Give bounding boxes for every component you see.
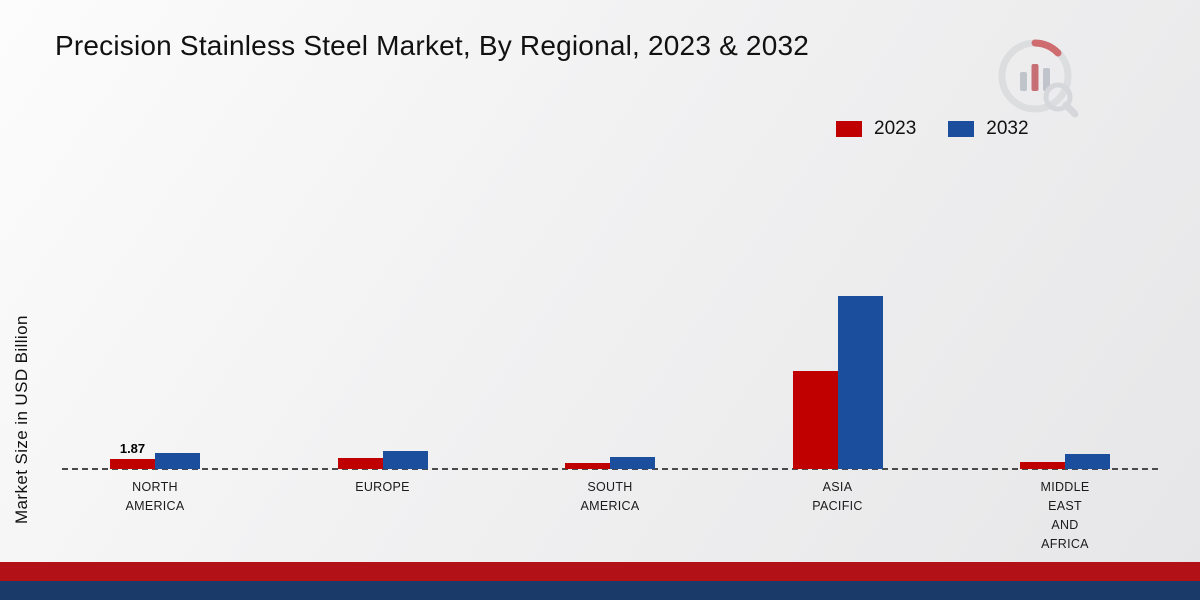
- zero-baseline: [62, 468, 1158, 470]
- bar-2032-north-america: [155, 453, 200, 469]
- bar-2032-asia-pacific: [837, 296, 883, 469]
- legend-label-2023: 2023: [874, 118, 917, 139]
- legend-item-2023: 2023: [836, 118, 916, 140]
- brand-logo: [994, 33, 1082, 126]
- bar-2023-south-america: [565, 463, 610, 469]
- bar-value-label: 1.87: [119, 441, 146, 456]
- category-label: SOUTH AMERICA: [580, 480, 640, 513]
- bar-2032-europe: [382, 451, 428, 469]
- chart-title: Precision Stainless Steel Market, By Reg…: [55, 30, 810, 61]
- bar-2032-middle-east-and-africa: [1065, 454, 1110, 469]
- legend-swatch-2032: [948, 121, 975, 137]
- category-label: MIDDLE EAST AND AFRICA: [1040, 480, 1090, 551]
- bar-2023-middle-east-and-africa: [1020, 462, 1065, 469]
- bar-group-north-america: 1.87 NORTH AMERICA: [110, 441, 200, 513]
- bar-group-asia-pacific: ASIA PACIFIC: [792, 296, 883, 513]
- bar-2023-north-america: [110, 459, 155, 469]
- bar-2023-asia-pacific: [792, 371, 838, 469]
- legend-label-2032: 2032: [986, 118, 1029, 139]
- brand-logo-icon: [998, 39, 1079, 118]
- legend: 2023 2032: [836, 118, 1047, 140]
- bar-2023-europe: [337, 458, 383, 469]
- bar-2032-south-america: [610, 457, 655, 469]
- category-label: EUROPE: [355, 480, 410, 494]
- bar-group-europe: EUROPE: [337, 451, 428, 494]
- footer-red-band: [0, 562, 1200, 581]
- category-label: NORTH AMERICA: [125, 480, 185, 513]
- y-axis-label: Market Size in USD Billion: [12, 315, 31, 524]
- legend-swatch-2023: [836, 121, 862, 137]
- footer-navy-band: [0, 581, 1200, 600]
- bar-group-middle-east-and-africa: MIDDLE EAST AND AFRICA: [1020, 454, 1110, 551]
- bar-group-south-america: SOUTH AMERICA: [565, 457, 655, 513]
- legend-item-2032: 2032: [948, 118, 1029, 140]
- plot-area: 1.87 NORTH AMERICA EUROPE SOUTH AMERICA ASIA PA…: [65, 269, 1155, 551]
- category-label: ASIA PACIFIC: [812, 480, 863, 513]
